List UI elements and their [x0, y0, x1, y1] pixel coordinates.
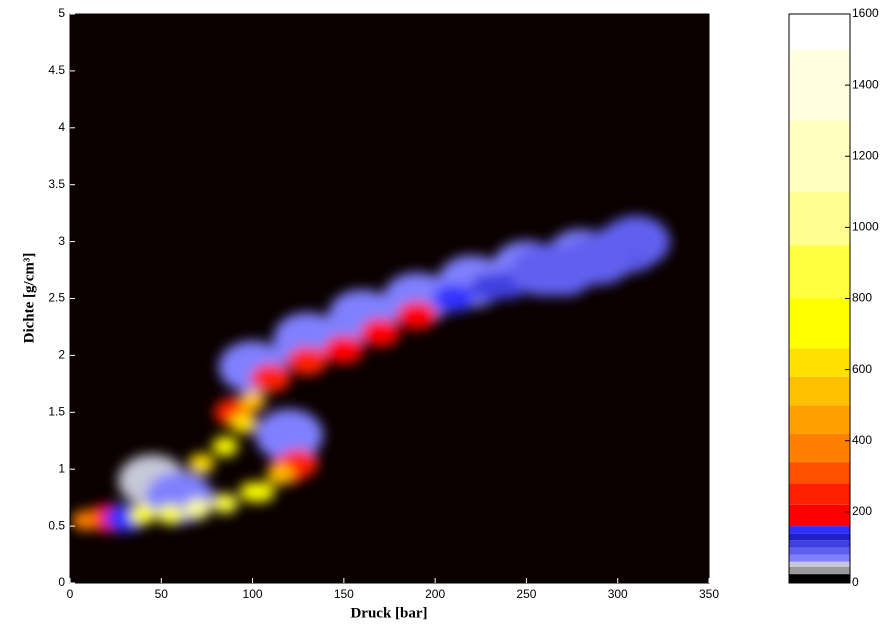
- colorbar-segment: [789, 526, 850, 534]
- colorbar-tick-label: 600: [852, 362, 872, 376]
- colorbar-segment: [789, 574, 850, 583]
- x-tick-label: 150: [334, 587, 354, 601]
- density-cell: [565, 232, 634, 285]
- x-tick-label: 250: [516, 587, 536, 601]
- colorbar-tick-label: 1400: [852, 77, 879, 91]
- density-cell: [510, 244, 579, 297]
- y-tick-label: 5: [58, 6, 65, 20]
- colorbar-segment: [789, 120, 850, 192]
- density-cell: [266, 464, 293, 485]
- density-cell: [396, 301, 437, 330]
- x-axis-label: Druck [bar]: [350, 605, 427, 621]
- x-tick-label: 100: [243, 587, 263, 601]
- colorbar-segment: [789, 533, 850, 541]
- colorbar-segment: [789, 245, 850, 299]
- density-cell: [433, 284, 474, 313]
- colorbar-tick-label: 400: [852, 433, 872, 447]
- y-tick-label: 1.5: [48, 404, 65, 418]
- density-cell: [323, 335, 364, 364]
- colorbar-tick-label: 1000: [852, 220, 879, 234]
- x-tick-label: 200: [425, 587, 445, 601]
- y-tick-label: 4: [58, 120, 65, 134]
- y-tick-label: 3: [58, 234, 65, 248]
- density-cell: [287, 347, 328, 376]
- density-cell: [239, 481, 266, 502]
- y-tick-label: 2.5: [48, 291, 65, 305]
- colorbar-segment: [789, 376, 850, 406]
- colorbar-tick-label: 800: [852, 291, 872, 305]
- density-cell: [250, 364, 291, 393]
- density-cell: [184, 499, 211, 520]
- colorbar-segment: [789, 348, 850, 377]
- density-cell: [360, 318, 401, 347]
- density-cell: [239, 390, 266, 411]
- density-blur: [71, 215, 670, 533]
- colorbar-segment: [789, 191, 850, 246]
- colorbar-tick-label: 1600: [852, 6, 879, 20]
- colorbar-segment: [789, 566, 850, 575]
- colorbar-segment: [789, 540, 850, 548]
- density-cell: [71, 510, 98, 531]
- y-tick-label: 2: [58, 348, 65, 362]
- density-cell: [469, 273, 510, 302]
- density-layer: [71, 215, 670, 533]
- density-cell: [157, 504, 184, 525]
- colorbar-segment: [789, 49, 850, 121]
- density-cell: [212, 493, 239, 514]
- y-tick-label: 0.5: [48, 518, 65, 532]
- colorbar-segment: [789, 433, 850, 463]
- colorbar-segment: [789, 554, 850, 562]
- colorbar-segment: [789, 561, 850, 567]
- density-cell: [188, 453, 215, 474]
- y-tick-label: 1: [58, 461, 65, 475]
- y-tick-label: 4.5: [48, 63, 65, 77]
- colorbar-tick-label: 0: [852, 575, 859, 589]
- density-cell: [130, 504, 157, 525]
- colorbar-segment: [789, 405, 850, 434]
- y-tick-label: 0: [58, 575, 65, 589]
- density-cell: [212, 436, 239, 457]
- colorbar-segment: [789, 483, 850, 505]
- colorbar-tick-label: 200: [852, 504, 872, 518]
- colorbar-segment: [789, 547, 850, 555]
- colorbar-tick-label: 1200: [852, 148, 879, 162]
- density-cell: [230, 413, 257, 434]
- colorbar-segment: [789, 462, 850, 484]
- x-tick-label: 50: [155, 587, 169, 601]
- y-tick-label: 3.5: [48, 177, 65, 191]
- x-tick-label: 0: [67, 587, 74, 601]
- x-tick-label: 350: [699, 587, 719, 601]
- colorbar-segment: [789, 14, 850, 50]
- colorbar-segment: [789, 298, 850, 349]
- density-cell: [255, 409, 324, 462]
- x-tick-label: 300: [608, 587, 628, 601]
- colorbar-segment: [789, 504, 850, 527]
- y-axis-label: Dichte [g/cm³]: [21, 253, 37, 344]
